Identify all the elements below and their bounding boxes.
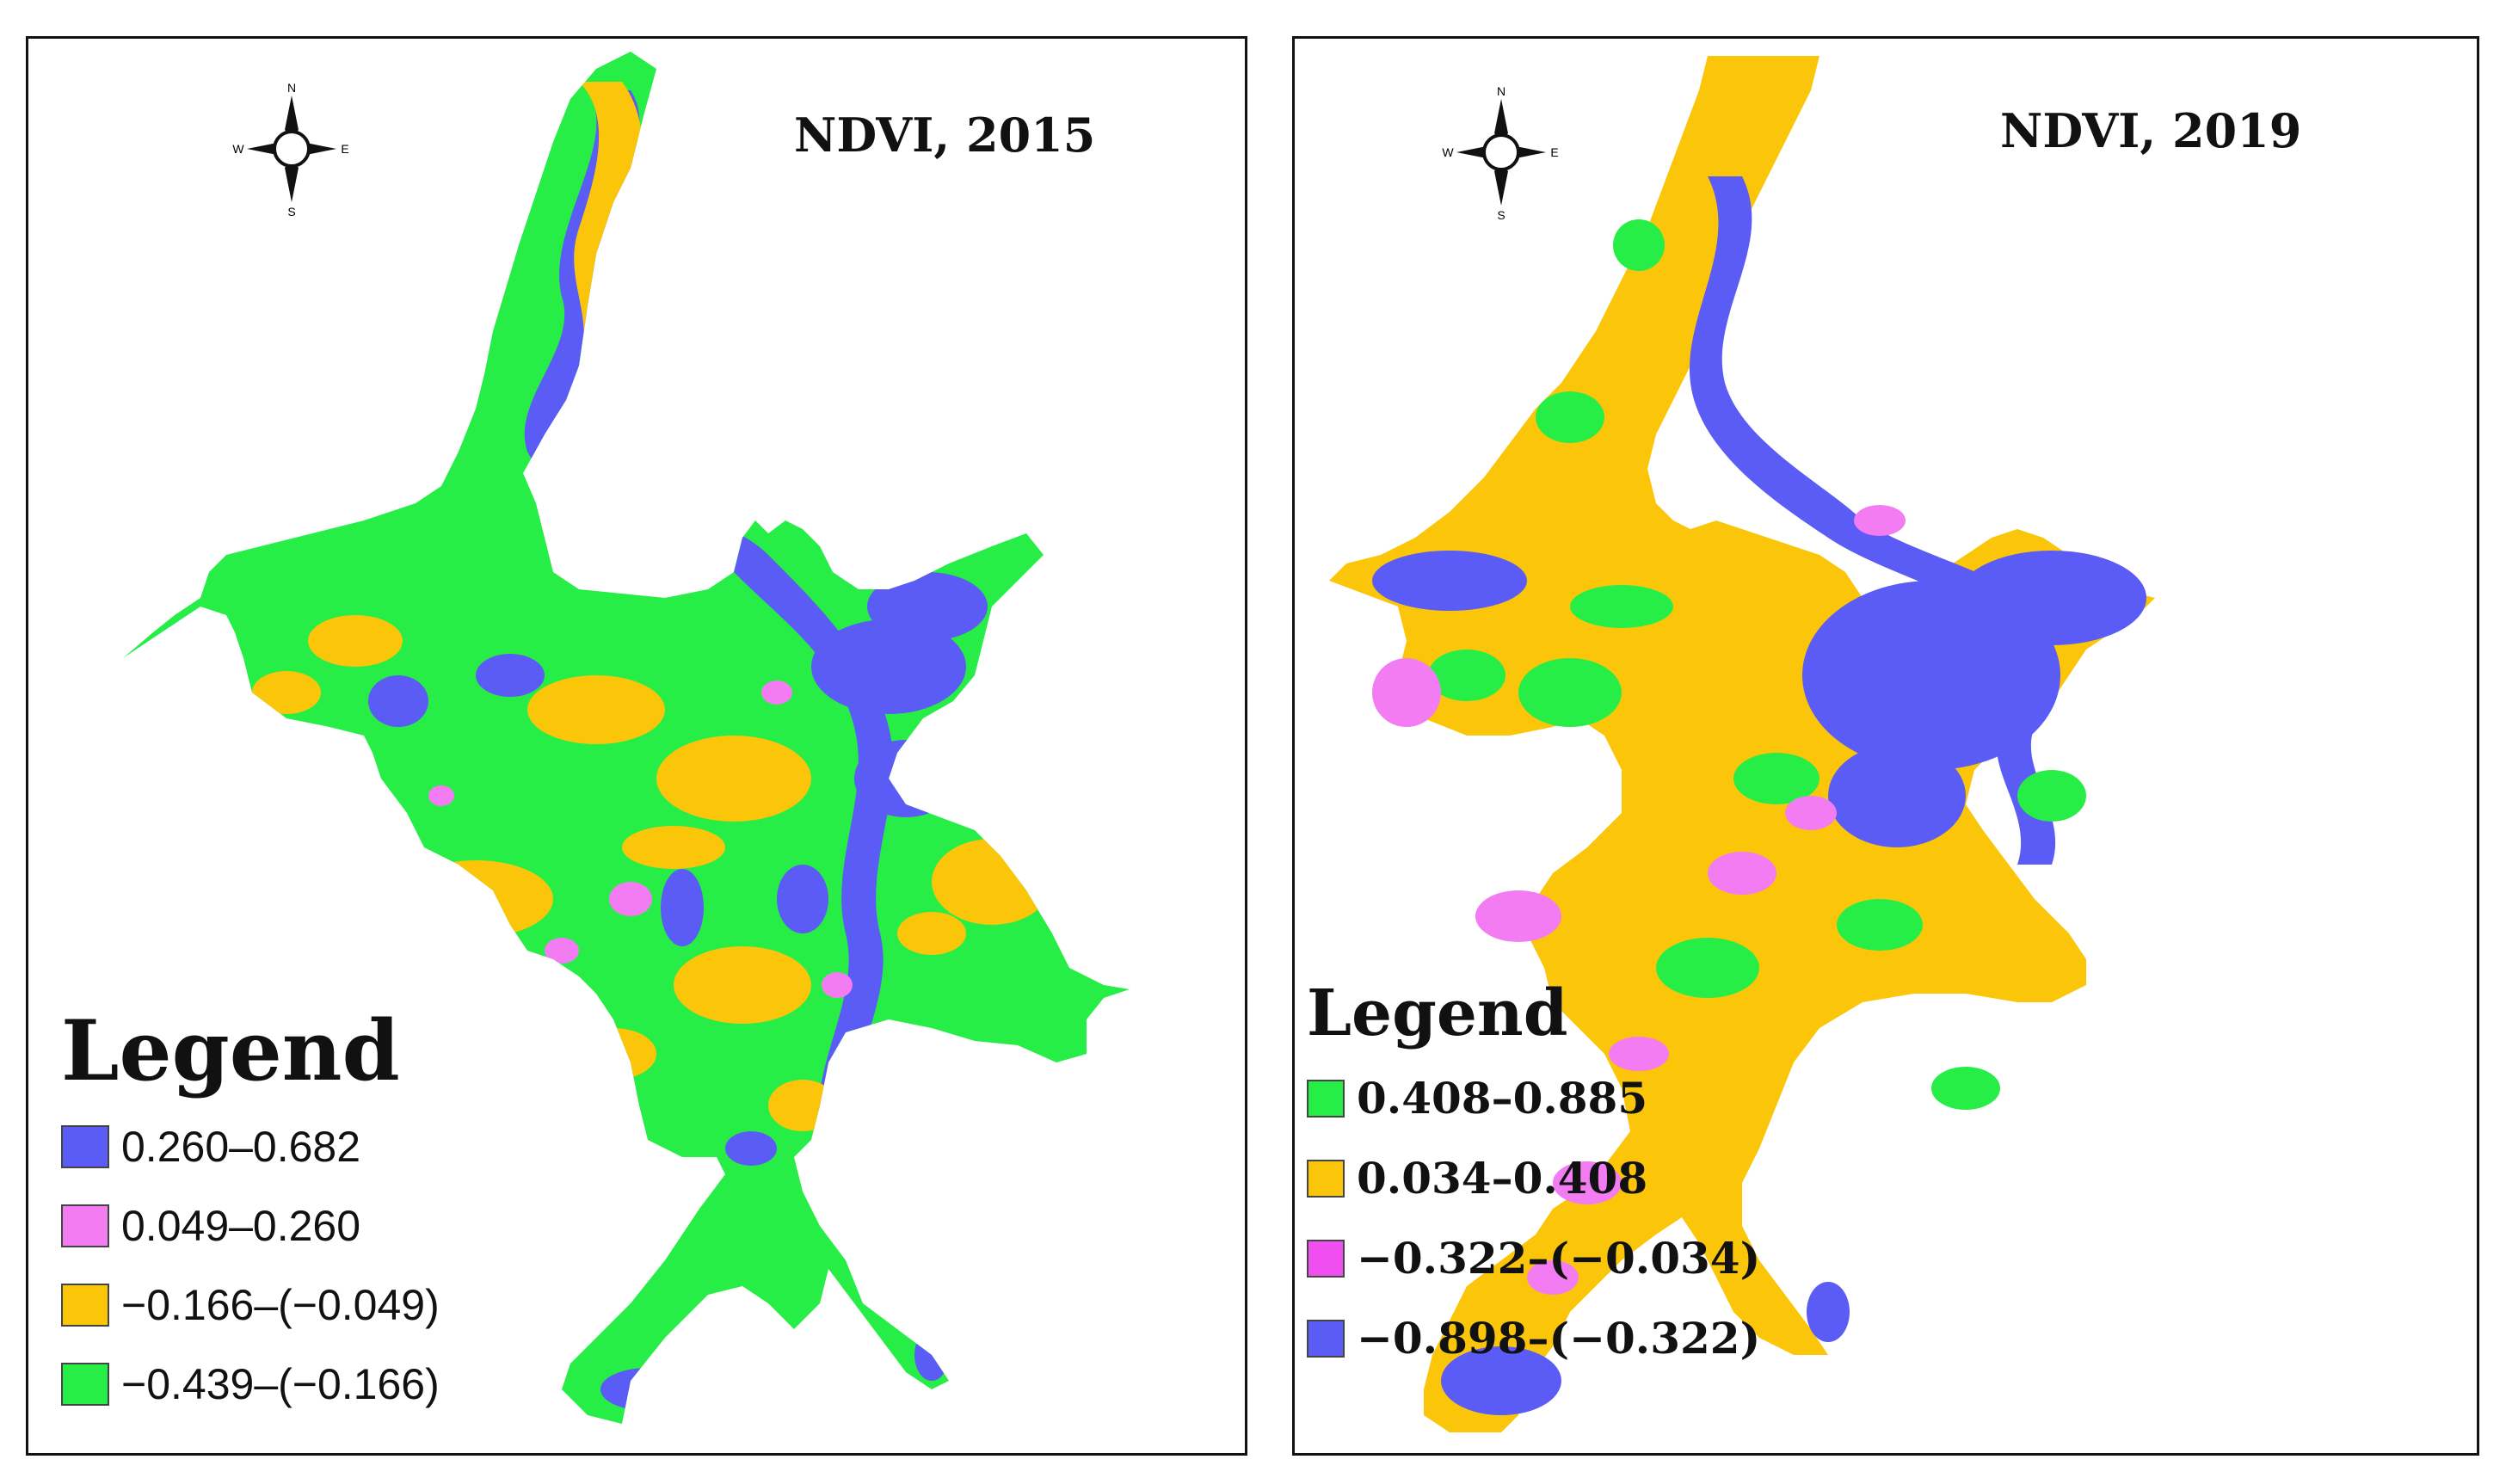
map-panel-2019: N S W E NDVI, 2019 Legend 0.408–0.885 0.… xyxy=(1292,36,2479,1456)
compass-n-label: N xyxy=(1497,84,1505,98)
map-title: NDVI, 2019 xyxy=(2000,103,2302,158)
compass-rose-icon: N S W E xyxy=(232,81,348,218)
legend-item: −0.898–(−0.322) xyxy=(1307,1313,1760,1364)
legend-item: −0.322–(−0.034) xyxy=(1307,1233,1760,1284)
legend-label: 0.049–0.260 xyxy=(121,1202,361,1250)
legend-item: −0.166–(−0.049) xyxy=(61,1280,440,1330)
legend-item: −0.439–(−0.166) xyxy=(61,1359,440,1409)
compass-e-label: E xyxy=(1550,145,1558,159)
legend-item: 0.408–0.885 xyxy=(1307,1073,1760,1124)
compass-w-label: W xyxy=(1442,145,1454,159)
legend-swatch xyxy=(1307,1159,1345,1198)
legend-label: 0.408–0.885 xyxy=(1357,1073,1648,1124)
legend-label: −0.898–(−0.322) xyxy=(1357,1313,1761,1364)
map-title: NDVI, 2015 xyxy=(794,108,1096,163)
legend-swatch xyxy=(61,1204,109,1247)
compass-n-label: N xyxy=(287,81,296,95)
legend-item: 0.260–0.682 xyxy=(61,1122,440,1172)
legend-title: Legend xyxy=(61,1002,400,1099)
legend-title: Legend xyxy=(1307,976,1568,1050)
map-panel-2015: N S W E NDVI, 2015 Legend 0.260–0.682 0.… xyxy=(26,36,1247,1456)
compass-s-label: S xyxy=(287,205,295,218)
legend-swatch xyxy=(1307,1239,1345,1278)
legend-label: 0.260–0.682 xyxy=(121,1123,361,1171)
legend: Legend 0.408–0.885 0.034–0.408 −0.322–(−… xyxy=(1307,976,1760,1393)
legend-label: 0.034–0.408 xyxy=(1357,1153,1648,1204)
ndvi-2015-map xyxy=(123,52,1130,1424)
legend-label: −0.322–(−0.034) xyxy=(1357,1233,1761,1284)
legend-swatch xyxy=(61,1284,109,1327)
compass-rose-icon: N S W E xyxy=(1442,84,1558,221)
region-outline xyxy=(1329,56,2155,1432)
legend-swatch xyxy=(61,1125,109,1168)
legend-swatch xyxy=(1307,1319,1345,1358)
legend-swatch xyxy=(61,1363,109,1406)
legend-swatch xyxy=(1307,1079,1345,1118)
compass-w-label: W xyxy=(232,142,244,156)
ndvi-2019-map xyxy=(1329,56,2155,1432)
legend-item: 0.049–0.260 xyxy=(61,1201,440,1251)
compass-s-label: S xyxy=(1497,208,1505,221)
legend-label: −0.439–(−0.166) xyxy=(121,1360,440,1408)
legend-item: 0.034–0.408 xyxy=(1307,1153,1760,1204)
compass-e-label: E xyxy=(341,142,348,156)
legend: Legend 0.260–0.682 0.049–0.260 −0.166–(−… xyxy=(61,1002,440,1438)
legend-label: −0.166–(−0.049) xyxy=(121,1281,440,1329)
